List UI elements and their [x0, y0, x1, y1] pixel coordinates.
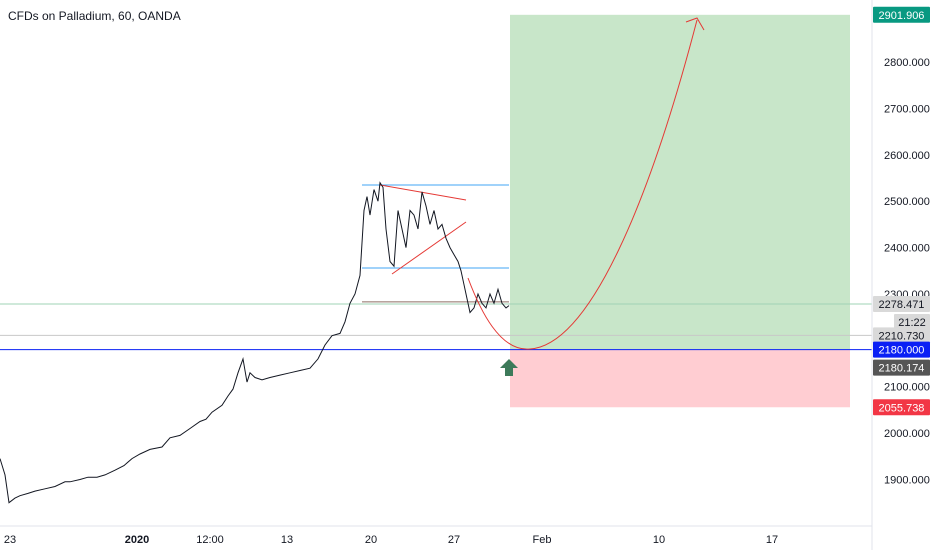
- price-badge-level_2180: 2180.174: [873, 359, 930, 376]
- price-badge-bg: [873, 341, 930, 358]
- price-badge-entry: 2180.000: [873, 341, 930, 358]
- price-badge-label: 2278.471: [879, 299, 925, 311]
- price-tick-label: 2000.000: [884, 428, 930, 440]
- time-tick-label: 23: [4, 534, 16, 546]
- price-badge-bg: [873, 399, 930, 416]
- price-badge-label: 21:22: [898, 317, 926, 329]
- loss-zone[interactable]: [510, 349, 850, 408]
- price-badge-bg: [873, 359, 930, 376]
- time-axis[interactable]: 23 2020 12:00 13 20 27 Feb 10 17: [4, 534, 778, 546]
- price-tick-label: 2700.000: [884, 104, 930, 116]
- long-entry-arrow-icon: [500, 359, 518, 376]
- time-tick-label: 10: [653, 534, 665, 546]
- price-badge-label: 2055.738: [879, 402, 925, 414]
- time-tick-label: Feb: [533, 534, 552, 546]
- triangle-lower-trendline[interactable]: [391, 221, 467, 275]
- time-tick-label: 13: [281, 534, 293, 546]
- price-badge-label: 2180.174: [879, 363, 925, 375]
- price-badge-stop: 2055.738: [873, 399, 930, 416]
- time-tick-label: 17: [766, 534, 778, 546]
- time-tick-label: 27: [448, 534, 460, 546]
- profit-zone[interactable]: [510, 14, 850, 350]
- time-tick-label: 2020: [125, 534, 149, 546]
- price-badge-countdown: 21:22: [894, 314, 930, 330]
- price-badge-bg: [894, 314, 930, 330]
- projection-arrowhead-icon: [685, 17, 705, 31]
- chart-title: CFDs on Palladium, 60, OANDA: [8, 9, 181, 23]
- price-tick-label: 1900.000: [884, 475, 930, 487]
- price-tick-label: 2400.000: [884, 243, 930, 255]
- price-badge-label: 2180.000: [879, 345, 925, 357]
- price-badge-current: 2278.471: [873, 296, 930, 312]
- price-badge-label: 2210.730: [879, 330, 925, 342]
- price-badge-level_2210: 2210.730: [873, 327, 930, 344]
- price-series-line: [0, 181, 510, 504]
- price-axis[interactable]: 1900.0002000.0002100.0002200.0002300.000…: [884, 57, 930, 486]
- price-badge-bg: [873, 296, 930, 312]
- price-badge-label: 2901.906: [879, 10, 925, 22]
- price-badge-bg: [873, 327, 930, 344]
- triangle-upper-trendline[interactable]: [379, 184, 467, 201]
- price-tick-label: 2100.000: [884, 382, 930, 394]
- time-tick-label: 12:00: [196, 534, 224, 546]
- projection-curve[interactable]: [467, 19, 698, 350]
- price-tick-label: 2600.000: [884, 150, 930, 162]
- price-tick-label: 2800.000: [884, 57, 930, 69]
- price-badge-bg: [873, 6, 930, 23]
- price-tick-label: 2500.000: [884, 196, 930, 208]
- time-tick-label: 20: [365, 534, 377, 546]
- price-badge-target: 2901.906: [873, 6, 930, 23]
